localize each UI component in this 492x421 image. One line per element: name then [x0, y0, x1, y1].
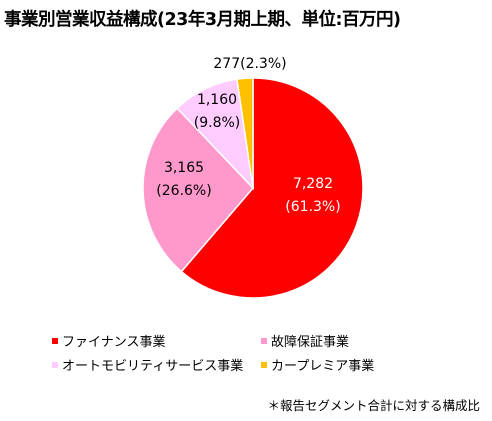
pie-slice-carpremier	[236, 77, 254, 189]
slice-label-carpremier: 277(2.3%)	[213, 56, 286, 72]
legend-swatch-carpremier	[261, 361, 267, 368]
slice-label-automobility: 1,160 (9.8%)	[194, 92, 241, 131]
legend-label-finance: ファイナンス事業	[62, 335, 166, 350]
legend-swatch-warranty	[261, 337, 267, 344]
legend-item-automobility: オートモビリティサービス事業	[52, 355, 243, 374]
slice-label-warranty: 3,165 (26.6%)	[156, 160, 211, 199]
legend-swatch-automobility	[52, 361, 58, 368]
legend-label-carpremier: カープレミア事業	[271, 359, 375, 374]
legend-label-warranty: 故障保証事業	[271, 335, 350, 350]
legend-item-finance: ファイナンス事業	[52, 331, 165, 350]
pie-slice-warranty	[142, 107, 255, 273]
footnote: ＊報告セグメント合計に対する構成比	[267, 398, 480, 413]
slice-label-finance: 7,282 (61.3%)	[285, 176, 340, 215]
legend-item-warranty: 故障保証事業	[261, 331, 349, 350]
pie-chart: 7,282 (61.3%) 3,165 (26.6%) 1,160 (9.8%) 277(2…	[142, 56, 364, 299]
pie-slice-finance	[180, 77, 364, 299]
legend-item-carpremier: カープレミア事業	[261, 355, 374, 374]
legend-label-automobility: オートモビリティサービス事業	[62, 359, 244, 374]
chart-title: 事業別営業収益構成(23年3月期上期、単位:百万円)	[4, 10, 401, 30]
legend-swatch-finance	[52, 337, 58, 344]
